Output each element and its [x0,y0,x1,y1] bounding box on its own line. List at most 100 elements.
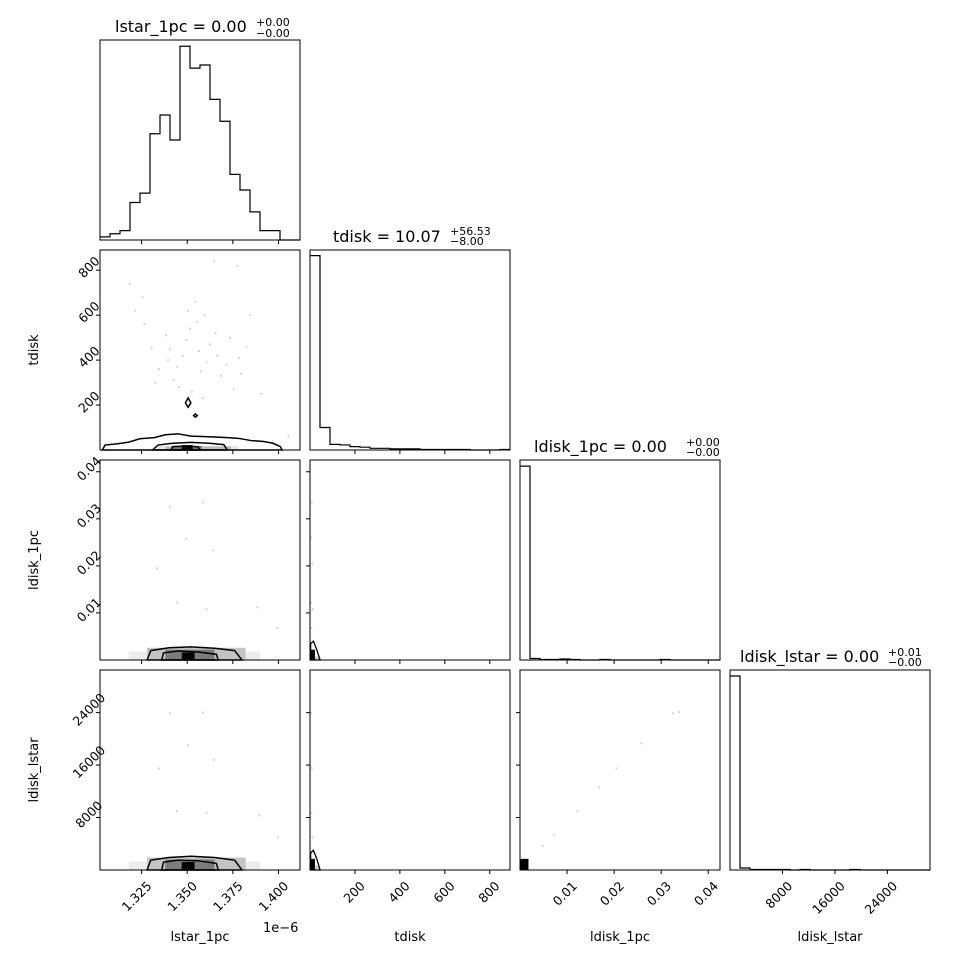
scatter-point-lstar_1pc-tdisk-24 [205,361,208,364]
density-cell-tdisk-ldisk1pc-1 [314,656,319,660]
scatter-point-lstar_1pc-tdisk-18 [194,300,197,303]
panel-frame-1-1 [309,249,511,451]
scatter-point-lstar_1pc-tdisk-32 [232,388,235,391]
scatter-point-tdisk-ldisk_1pc-1 [310,501,313,504]
contour-ldisk1pc-outer [145,646,244,661]
scatter-point-ldisk_1pc-ldisk_lstar-5 [576,809,579,813]
density-cell-tdisk-ldisklstar-0 [310,858,315,870]
histogram-lstar_1pc [100,45,300,241]
density-fills [128,445,529,870]
scatter-point-lstar_1pc-tdisk-23 [203,314,206,317]
histogram-ldisk_lstar [730,675,930,871]
scatter-point-lstar_1pc-tdisk-6 [157,368,161,371]
density-cell-tdisk-3 [181,445,193,450]
scatter-point-lstar_1pc-tdisk-17 [190,390,193,393]
scatter-point-lstar_1pc-tdisk-15 [187,309,190,312]
xlabel-3: ldisk_lstar [797,930,863,945]
scatter-point-ldisk_1pc-ldisk_lstar-7 [541,844,544,847]
histogram-ldisk_1pc [520,465,720,661]
scatter-point-lstar_1pc-tdisk-3 [143,323,146,326]
axes: 1.325 1.350 1.375 1.400 200 400 600 800 0.01 0.02… [69,39,931,917]
scatter-point-lstar_1pc-ldisk_1pc-7 [256,606,259,609]
density-cell-ldisklstar-3 [181,862,195,870]
panel-frame-2-0 [99,459,301,661]
scatter-point-tdisk-ldisk_lstar-0 [310,712,313,715]
density-cell-tdisk-ldisk1pc-0 [310,649,315,660]
xtick-label-ldisk_lstar-0: 8000 [762,878,795,911]
title-3-text: ldisk_lstar = 0.00 [740,647,879,667]
scatter-point-lstar_1pc-ldisk_1pc-4 [201,501,204,504]
title-3: ldisk_lstar = 0.00 +0.01 −0.00 [740,646,922,669]
scatter-point-lstar_1pc-ldisk_1pc-5 [205,608,208,611]
ytick-label-tdisk-2: 600 [75,298,103,326]
xtick-label-tdisk-2: 600 [430,878,458,906]
ytick-label-ldisk_1pc-2: 0.03 [74,500,104,530]
x-offset-text: 1e−6 [263,921,298,936]
scatter-point-lstar_1pc-tdisk-2 [141,296,144,299]
scatter-point-ldisk_1pc-ldisk_lstar-4 [597,786,601,789]
title-0-sub: −0.00 [256,27,290,40]
title-0-sup: +0.00 [256,16,290,29]
scatter-point-tdisk-ldisk_1pc-2 [311,562,314,565]
scatter-point-lstar_1pc-tdisk-16 [188,327,192,330]
scatter-point-lstar_1pc-tdisk-27 [214,332,217,335]
xtick-label-lstar_1pc-0: 1.325 [119,878,155,914]
density-cell-ldisk1pc-3 [181,652,195,660]
scatter-point-lstar_1pc-ldisk_1pc-3 [185,537,188,540]
scatter-point-lstar_1pc-tdisk-4 [150,346,153,349]
title-1-sup: +56.53 [450,225,491,238]
xtick-label-ldisk_1pc-1: 0.02 [597,878,627,908]
panel-frame-3-3 [729,669,931,871]
panel-frame-3-1 [309,669,511,871]
scatter-point-lstar_1pc-tdisk-11 [176,365,179,368]
ytick-label-ldisk_1pc-3: 0.04 [74,453,104,483]
panel-frame-2-1 [309,459,511,661]
scatter-point-lstar_1pc-tdisk-35 [239,372,243,375]
scatter-point-lstar_1pc-ldisk_1pc-8 [276,626,279,630]
scatter-point-lstar_1pc-tdisk-36 [245,345,248,348]
ylabel-3: ldisk_lstar [27,737,42,803]
scatter-point-tdisk-ldisk_1pc-3 [310,601,313,604]
title-1-sub: −8.00 [450,235,484,248]
xtick-label-ldisk_lstar-2: 24000 [862,878,901,917]
scatter-point-lstar_1pc-tdisk-21 [199,370,203,373]
scatter-point-lstar_1pc-tdisk-14 [185,338,188,341]
title-2-sup: +0.00 [686,436,720,449]
ytick-label-tdisk-1: 400 [75,343,103,371]
scatter-point-lstar_1pc-tdisk-34 [238,356,241,359]
scatter-point-lstar_1pc-tdisk-31 [229,336,232,339]
xlabel-1: tdisk [394,930,426,945]
scatter-point-lstar_1pc-tdisk-33 [236,264,239,267]
scatter-point-lstar_1pc-tdisk-12 [177,385,181,389]
xtick-label-ldisk_lstar-1: 16000 [809,878,848,917]
title-2: ldisk_1pc = 0.00 +0.00 −0.00 [534,436,720,459]
panel-frame-3-2 [519,669,721,871]
scatter-point-tdisk-ldisk_1pc-5 [310,626,313,630]
title-2-text: ldisk_1pc = 0.00 [534,437,667,457]
scatter-point-tdisk-ldisk_1pc-4 [311,608,314,611]
title-3-sub: −0.00 [888,656,922,669]
title-2-sub: −0.00 [686,446,720,459]
title-0-text: lstar_1pc = 0.00 [115,17,247,37]
density-cell-ldisk1pc-ldisklstar-0 [520,858,529,870]
panel-frame-3-0 [99,669,301,871]
scatter-point-lstar_1pc-ldisk_lstar-7 [258,814,261,817]
scatter-point-lstar_1pc-ldisk_1pc-0 [156,567,159,570]
scatter-point-ldisk_1pc-ldisk_lstar-6 [552,833,555,836]
scatter-point-ldisk_1pc-ldisk_lstar-3 [615,767,618,770]
xtick-label-lstar_1pc-3: 1.400 [255,878,291,914]
scatter-point-lstar_1pc-tdisk-22 [201,397,204,400]
contour-tdisk-outer [101,433,284,451]
xtick-label-tdisk-0: 200 [340,878,368,906]
ytick-label-ldisk_1pc-0: 0.01 [74,595,104,625]
scatter-point-lstar_1pc-ldisk_1pc-2 [176,601,179,604]
panel-frame-0-0 [99,39,301,241]
scatter-point-lstar_1pc-tdisk-10 [172,379,175,382]
scatter-point-lstar_1pc-tdisk-20 [197,350,201,353]
scatter-point-lstar_1pc-ldisk_lstar-8 [276,836,279,839]
title-0: lstar_1pc = 0.00 +0.00 −0.00 [115,16,290,40]
contour-tdisk-island-1 [184,396,192,409]
scatter-point-lstar_1pc-ldisk_lstar-3 [187,744,190,747]
scatter-point-tdisk-ldisk_lstar-1 [310,767,313,770]
